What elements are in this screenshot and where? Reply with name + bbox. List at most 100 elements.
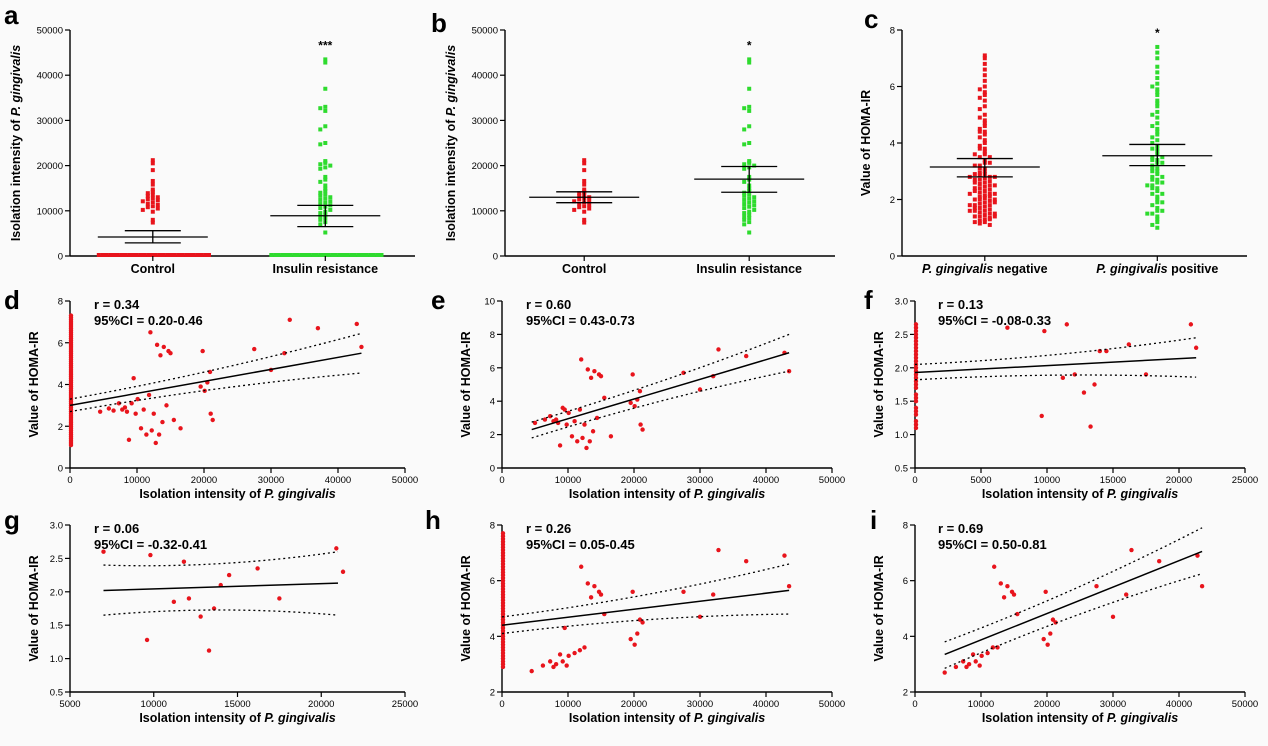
data-point (982, 176, 987, 181)
regression-line (944, 550, 1203, 656)
y-axis-title: Value of HOMA-IR (859, 90, 873, 196)
data-point (318, 190, 323, 195)
data-point (588, 375, 594, 381)
data-point (158, 353, 163, 358)
x-tick-label: 50000 (1232, 699, 1258, 710)
panel-label: i (870, 505, 878, 535)
data-point (964, 664, 969, 670)
ci-upper (531, 333, 790, 423)
data-point (987, 160, 992, 165)
data-point (318, 211, 323, 216)
data-point (1150, 191, 1155, 196)
data-point (913, 385, 919, 391)
data-point (1160, 200, 1165, 205)
y-tick-label: 6 (890, 82, 895, 93)
x-tick-label: 25000 (392, 699, 418, 710)
data-point (977, 129, 982, 134)
data-point (1155, 109, 1160, 114)
data-point (982, 213, 987, 218)
zero-point (371, 253, 376, 257)
data-point (572, 199, 577, 204)
x-tick-label: 15000 (1100, 475, 1126, 486)
data-point (323, 174, 328, 179)
data-point (913, 375, 919, 381)
x-tick-label: 30000 (687, 699, 713, 710)
y-tick-label: 30000 (37, 116, 63, 127)
data-point (982, 73, 987, 78)
y-tick-label: 10000 (37, 206, 63, 217)
data-point (150, 196, 155, 201)
zero-point (119, 253, 124, 257)
data-point (156, 432, 162, 437)
significance-marker: *** (318, 38, 332, 52)
x-tick-label: 20000 (1166, 475, 1192, 486)
data-point (323, 186, 328, 191)
data-point (913, 352, 919, 357)
data-point (977, 218, 982, 223)
data-point (318, 106, 323, 111)
x-axis-title: Isolation intensity of P. gingivalis (569, 711, 765, 725)
data-point (1150, 211, 1155, 216)
data-point (913, 422, 919, 427)
data-point (637, 617, 643, 622)
zero-point (157, 253, 162, 257)
data-point (1155, 200, 1160, 205)
ci-lower (69, 372, 362, 413)
data-point (1053, 620, 1058, 625)
data-point (1060, 375, 1066, 381)
chart-g: 0.5 1.0 1.5 2.0 2.5 3.0 Value of HOMA-IR 5000 10… (27, 521, 418, 726)
data-point (1155, 214, 1160, 219)
data-point (982, 200, 987, 205)
zero-point (341, 253, 346, 257)
data-point (572, 207, 577, 212)
y-tick-label: 8 (903, 521, 908, 532)
zero-point (203, 253, 208, 257)
chart-e: 0 2 4 6 8 10 Value of HOMA-IR 0 10000 20000 30000 4… (459, 297, 845, 502)
data-point (529, 668, 534, 674)
data-point (977, 166, 982, 171)
data-point (323, 196, 328, 201)
data-point (998, 581, 1003, 586)
data-point (977, 214, 982, 219)
data-point (592, 368, 597, 374)
data-point (1015, 611, 1020, 617)
data-point (716, 547, 721, 553)
data-point (1155, 56, 1160, 61)
chart-c: 0 2 4 6 8 Value of HOMA-IR P. gingivalis negat… (859, 26, 1247, 276)
data-point (982, 132, 987, 137)
data-point (977, 107, 982, 112)
data-point (255, 566, 260, 571)
data-point (532, 420, 538, 426)
data-point (135, 396, 140, 402)
x-axis-title: Isolation intensity of P. gingivalis (139, 487, 335, 501)
data-point (588, 595, 594, 600)
x-tick-label: 0 (912, 475, 917, 486)
data-point (155, 206, 160, 211)
data-point (140, 207, 145, 212)
data-point (577, 201, 582, 206)
data-point (982, 56, 987, 61)
x-tick-label: 0 (67, 475, 72, 486)
data-point (913, 345, 919, 350)
data-point (587, 202, 592, 207)
data-point (1155, 87, 1160, 92)
data-point (967, 191, 972, 196)
data-point (138, 426, 144, 431)
data-point (913, 332, 919, 337)
data-point (323, 183, 328, 188)
data-point (226, 572, 232, 578)
data-point (323, 192, 328, 197)
data-point (977, 146, 982, 151)
data-point (111, 408, 116, 413)
x-axis-title: Isolation intensity of P. gingivalis (982, 711, 1178, 725)
data-point (628, 636, 633, 642)
data-point (742, 202, 747, 207)
data-point (1150, 146, 1155, 151)
data-point (977, 194, 982, 199)
data-point (144, 432, 149, 437)
significance-marker: * (747, 38, 752, 52)
y-tick-label: 40000 (37, 71, 63, 82)
data-point (982, 78, 987, 83)
data-point (982, 196, 987, 201)
data-point (598, 592, 604, 597)
